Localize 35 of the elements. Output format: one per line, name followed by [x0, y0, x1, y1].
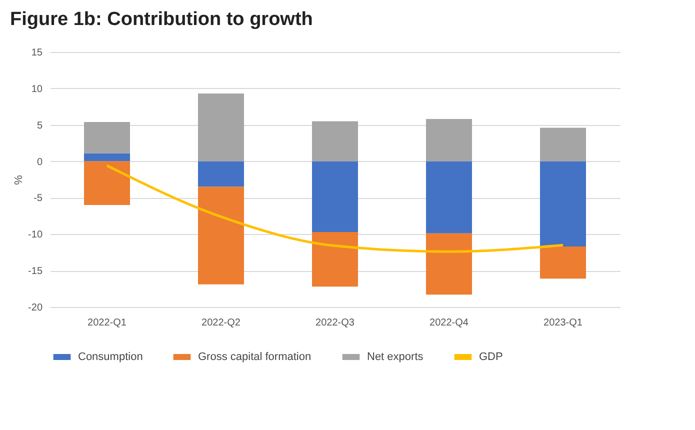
chart-title: Figure 1b: Contribution to growth — [10, 9, 313, 30]
y-tick-label: 5 — [36, 120, 43, 132]
bar — [84, 161, 130, 205]
bar — [312, 232, 358, 287]
y-tick-label: -20 — [28, 302, 43, 314]
legend-label: Gross capital formation — [198, 351, 312, 363]
bar — [540, 161, 586, 247]
bar — [312, 121, 358, 162]
bar — [198, 186, 244, 284]
y-tick-label: -10 — [28, 230, 43, 241]
y-axis-title: % — [13, 174, 26, 185]
bar — [426, 119, 472, 162]
y-tick-label: -15 — [28, 266, 43, 278]
line-series — [106, 164, 564, 253]
x-tick-label: 2022-Q1 — [88, 318, 127, 328]
bar — [312, 161, 358, 232]
bar — [426, 161, 472, 234]
y-tick-label: 10 — [31, 84, 43, 95]
legend-label: Consumption — [78, 351, 143, 363]
legend-label: Net exports — [367, 351, 424, 363]
x-tick-label: 2023-Q1 — [544, 318, 583, 328]
y-tick-label: 0 — [36, 156, 43, 168]
x-tick-label: 2022-Q2 — [202, 318, 241, 328]
legend-label: GDP — [479, 351, 503, 363]
bar — [198, 161, 244, 187]
bar — [84, 122, 130, 154]
bar — [198, 94, 244, 162]
bar — [540, 128, 586, 162]
bar — [84, 153, 130, 162]
bar — [426, 233, 472, 295]
bar — [540, 246, 586, 279]
x-tick-label: 2022-Q4 — [430, 318, 469, 328]
y-tick-label: -5 — [34, 193, 43, 204]
x-tick-label: 2022-Q3 — [316, 318, 355, 328]
y-tick-label: 15 — [31, 48, 43, 58]
